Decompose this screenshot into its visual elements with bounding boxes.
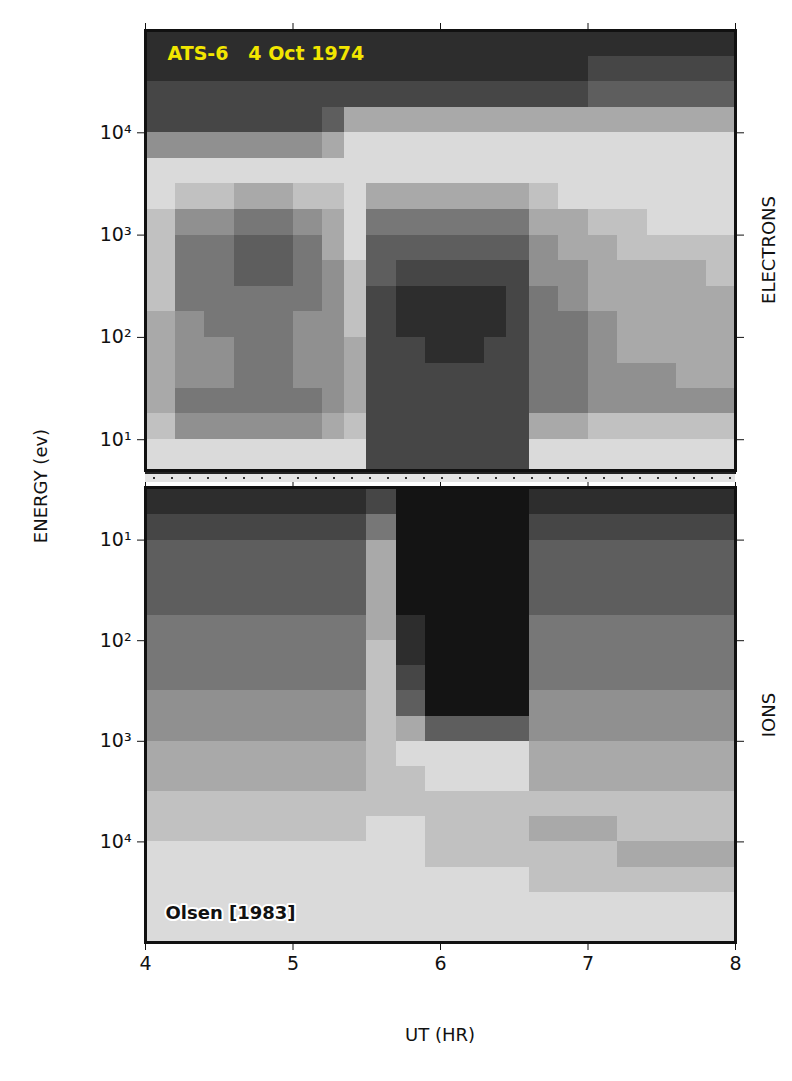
svg-text:10²: 10²	[100, 629, 132, 651]
html-text:UT (HR): UT (HR)	[405, 1023, 475, 1045]
html-text:ENERGY (ev): ENERGY (ev)	[29, 428, 51, 544]
svg-text:10¹: 10¹	[100, 528, 132, 550]
svg-text:4: 4	[139, 952, 151, 974]
html-text:ELECTRONS: ELECTRONS	[757, 196, 779, 304]
svg-text:8: 8	[729, 952, 741, 974]
svg-text:10²: 10²	[100, 325, 132, 347]
svg-text:Olsen [1983]: Olsen [1983]	[166, 902, 296, 923]
svg-text:6: 6	[434, 952, 446, 974]
svg-text:10⁴: 10⁴	[100, 830, 132, 852]
svg-text:5: 5	[287, 952, 299, 974]
svg-text:7: 7	[582, 952, 594, 974]
html-text:IONS: IONS	[757, 692, 779, 737]
svg-text:10³: 10³	[100, 223, 132, 245]
svg-text:ATS-6 4 Oct 1974: ATS-6 4 Oct 1974	[168, 42, 365, 64]
svg-text:10³: 10³	[100, 729, 132, 751]
svg-text:10⁴: 10⁴	[100, 121, 132, 143]
svg-text:10¹: 10¹	[100, 428, 132, 450]
